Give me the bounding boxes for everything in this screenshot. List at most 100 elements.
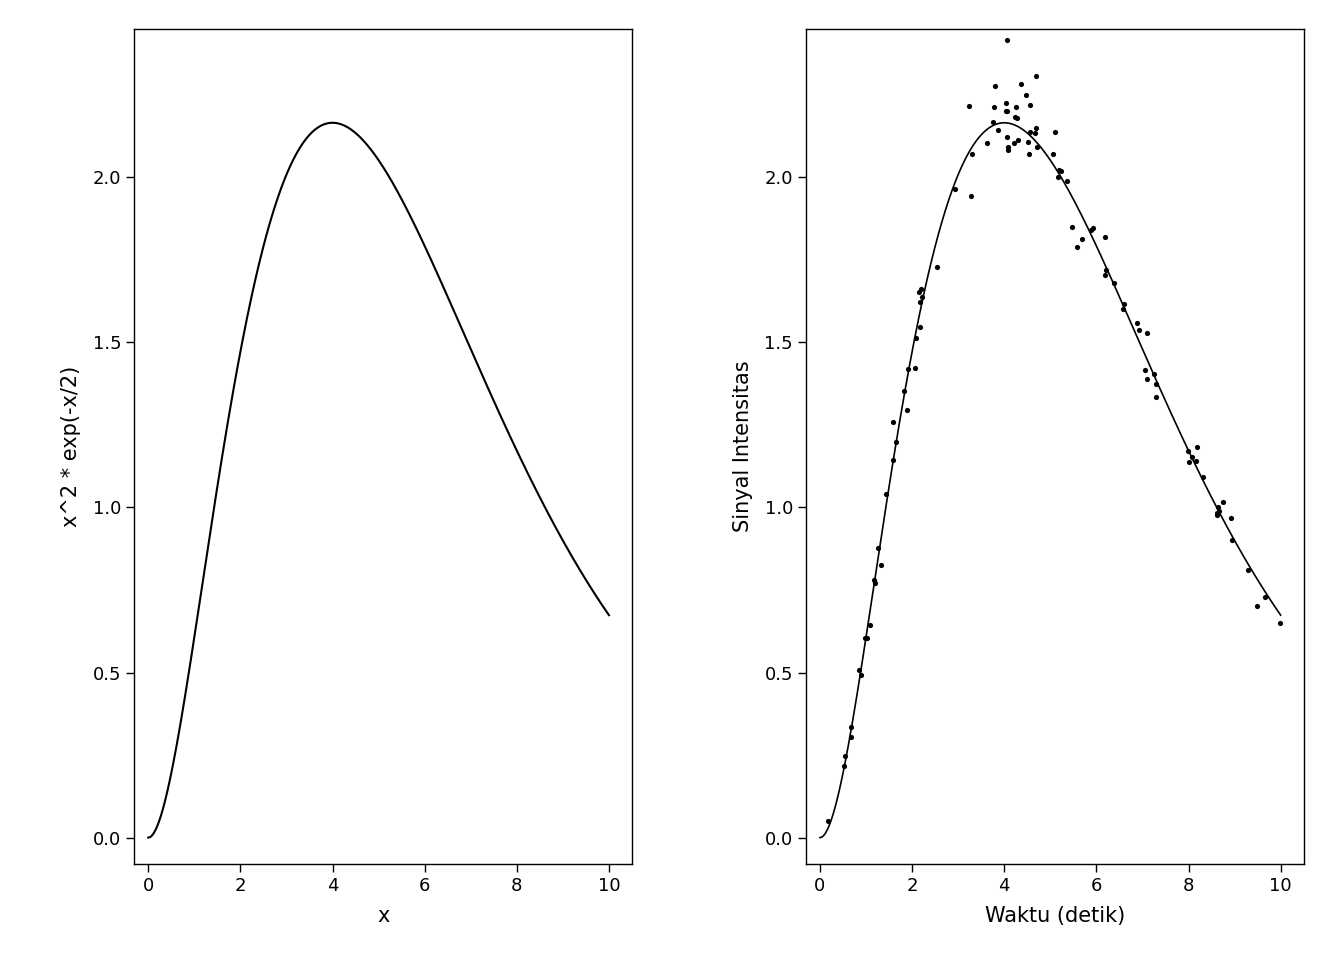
Point [997, 142, 1019, 157]
Point [863, 572, 884, 588]
Point [1017, 147, 1039, 162]
Point [841, 719, 863, 734]
Point [1220, 511, 1242, 526]
Point [1192, 469, 1214, 485]
Point [996, 129, 1017, 144]
Point [1025, 121, 1047, 136]
Point [848, 662, 870, 678]
Point [1254, 589, 1275, 605]
Point [996, 33, 1017, 48]
Point [1185, 453, 1207, 468]
X-axis label: x: x [378, 906, 390, 926]
Point [835, 749, 856, 764]
Point [982, 115, 1004, 131]
Point [1206, 505, 1227, 520]
Point [886, 435, 907, 450]
Point [868, 540, 890, 556]
Point [984, 78, 1005, 93]
Point [909, 284, 930, 300]
Point [961, 188, 982, 204]
Point [1103, 276, 1125, 291]
Point [1269, 615, 1290, 631]
Point [906, 330, 927, 346]
Point [1177, 444, 1199, 459]
Point [833, 758, 855, 774]
Point [1048, 163, 1070, 179]
Point [896, 361, 918, 376]
Point [1056, 174, 1078, 189]
Point [1043, 147, 1064, 162]
Point [1019, 97, 1040, 112]
Point [986, 123, 1008, 138]
X-axis label: Waktu (detik): Waktu (detik) [985, 906, 1125, 926]
Point [1011, 77, 1032, 92]
Point [864, 575, 886, 590]
Point [1005, 99, 1027, 114]
Point [1007, 110, 1028, 126]
Point [1181, 449, 1203, 465]
Point [997, 140, 1019, 156]
Point [1060, 220, 1082, 235]
Point [1071, 231, 1093, 247]
Point [1246, 598, 1267, 613]
Point [817, 813, 839, 828]
Point [958, 99, 980, 114]
Point [1208, 504, 1230, 519]
Point [1113, 301, 1134, 317]
Point [911, 290, 933, 305]
Point [870, 558, 891, 573]
Y-axis label: Sinyal Intensitas: Sinyal Intensitas [734, 361, 753, 532]
Y-axis label: x^2 * exp(-x/2): x^2 * exp(-x/2) [62, 366, 82, 527]
Point [1017, 134, 1039, 150]
Point [1025, 139, 1047, 155]
Point [894, 383, 915, 398]
Point [1206, 508, 1227, 523]
Point [926, 259, 948, 275]
Point [1220, 532, 1242, 547]
Point [910, 295, 931, 310]
Point [1145, 376, 1167, 392]
Point [1015, 87, 1036, 103]
Point [1212, 494, 1234, 510]
Point [1095, 263, 1117, 278]
Point [984, 99, 1005, 114]
Point [1004, 109, 1025, 125]
Point [1185, 439, 1207, 454]
Point [1007, 132, 1028, 148]
Point [1079, 223, 1101, 238]
Point [1094, 229, 1116, 245]
Point [1050, 164, 1071, 180]
Point [849, 667, 871, 683]
Point [1003, 12, 1024, 27]
Point [909, 319, 930, 334]
Point [896, 402, 918, 418]
Point [1144, 366, 1165, 381]
Point [856, 631, 878, 646]
Point [1003, 135, 1024, 151]
Point [1236, 562, 1258, 577]
Point [883, 452, 905, 468]
Point [903, 360, 925, 375]
Point [1137, 325, 1159, 341]
Point [883, 415, 905, 430]
Point [1082, 220, 1103, 235]
Point [1137, 372, 1159, 387]
Point [859, 617, 880, 633]
Point [996, 104, 1017, 119]
Point [876, 487, 898, 502]
Point [853, 630, 875, 645]
Point [1126, 315, 1148, 330]
Point [945, 181, 966, 197]
Point [1134, 362, 1156, 377]
Point [976, 135, 997, 151]
Point [1047, 170, 1068, 185]
Point [1066, 239, 1087, 254]
Point [1207, 499, 1228, 515]
Point [996, 103, 1017, 118]
Point [1145, 390, 1167, 405]
Point [995, 95, 1016, 110]
Point [1025, 68, 1047, 84]
Point [1129, 323, 1150, 338]
Point [910, 282, 931, 298]
Point [1094, 267, 1116, 282]
